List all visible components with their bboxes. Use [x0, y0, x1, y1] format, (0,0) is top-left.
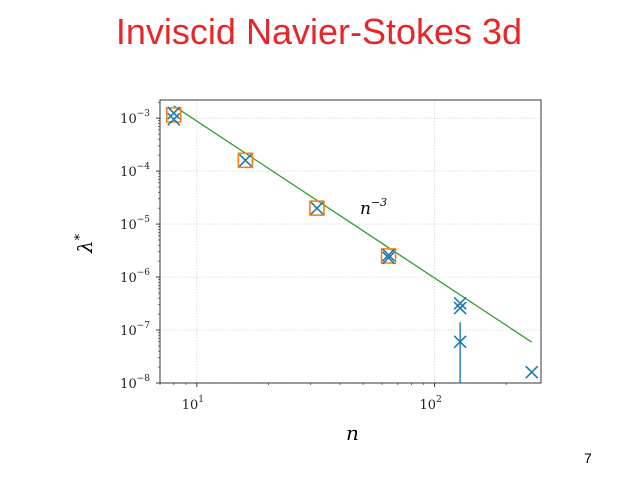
- series-x-markers: [167, 106, 539, 379]
- square-marker: [237, 152, 254, 169]
- slide-title: Inviscid Navier-Stokes 3d: [115, 11, 523, 52]
- reference-line-n-cubed: [173, 105, 533, 343]
- y-tick-label: 10−7: [120, 321, 150, 339]
- square-marker: [380, 248, 397, 264]
- x-marker: [167, 112, 181, 126]
- x-marker: [381, 251, 396, 265]
- x-tick-label: 102: [420, 395, 442, 413]
- x-marker: [310, 201, 324, 215]
- x-marker: [453, 335, 467, 349]
- major-ticks: [156, 117, 436, 387]
- x-marker: [381, 248, 396, 262]
- series-square-markers: [165, 107, 397, 264]
- y-tick-label: 10−5: [120, 215, 150, 233]
- plot-frame: [159, 99, 542, 384]
- x-marker: [453, 296, 467, 310]
- x-tick-labels: 101 102: [182, 395, 442, 413]
- square-marker: [309, 200, 325, 216]
- x-marker: [238, 153, 252, 167]
- x-axis-label: n: [346, 421, 359, 445]
- x-tick-label: 101: [182, 395, 204, 413]
- y-tick-label: 10−3: [120, 109, 150, 127]
- page-number: 7: [584, 450, 592, 466]
- x-marker: [525, 365, 539, 379]
- y-tick-label: 10−6: [120, 268, 150, 286]
- y-axis-label: λ*: [73, 233, 97, 254]
- x-marker: [453, 301, 467, 315]
- y-tick-label: 10−4: [120, 162, 150, 180]
- grid-lines: [160, 100, 541, 384]
- reference-line-label: n−3: [360, 196, 387, 219]
- y-tick-label: 10−8: [120, 374, 150, 392]
- x-marker: [167, 106, 181, 120]
- square-marker: [165, 107, 182, 123]
- minor-ticks: [158, 101, 507, 385]
- y-tick-labels: 10−3 10−4 10−5 10−6 10−7 10−8: [120, 109, 150, 392]
